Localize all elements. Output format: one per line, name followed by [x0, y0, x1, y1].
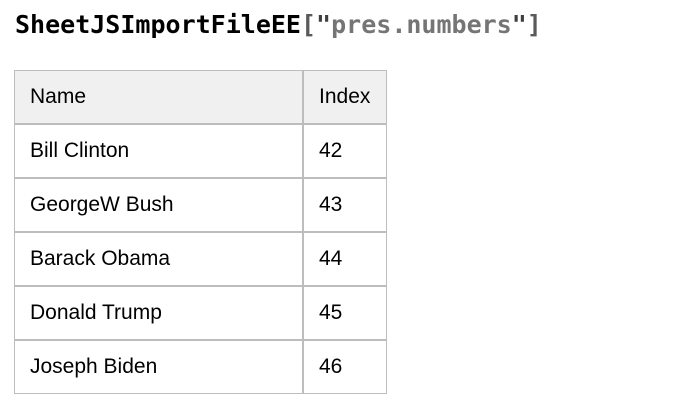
table-header: Name Index [14, 70, 387, 124]
name-cell: Barack Obama [14, 232, 303, 286]
file-name-string: pres.numbers [331, 10, 512, 39]
index-cell: 43 [303, 178, 387, 232]
table-row: Donald Trump 45 [14, 286, 387, 340]
close-bracket: ] [526, 10, 542, 39]
table-row: Barack Obama 44 [14, 232, 387, 286]
table-row: Bill Clinton 42 [14, 124, 387, 178]
open-bracket: [ [300, 10, 317, 39]
index-cell: 42 [303, 124, 387, 178]
function-name: SheetJSImportFileEE [15, 10, 301, 39]
index-cell: 44 [303, 232, 387, 286]
name-cell: Bill Clinton [14, 124, 303, 178]
name-cell: Joseph Biden [14, 340, 303, 394]
column-header-name: Name [14, 70, 303, 124]
name-cell: GeorgeW Bush [14, 178, 303, 232]
name-cell: Donald Trump [14, 286, 303, 340]
code-title: SheetJSImportFileEE["pres.numbers"] [15, 10, 684, 40]
index-cell: 46 [303, 340, 387, 394]
column-header-index: Index [303, 70, 387, 124]
header-row: Name Index [14, 70, 387, 124]
table-body: Bill Clinton 42 GeorgeW Bush 43 Barack O… [14, 124, 387, 394]
table-row: Joseph Biden 46 [14, 340, 387, 394]
index-cell: 45 [303, 286, 387, 340]
presidents-table: Name Index Bill Clinton 42 GeorgeW Bush … [14, 70, 387, 394]
table-row: GeorgeW Bush 43 [14, 178, 387, 232]
open-quote: " [316, 10, 332, 39]
close-quote: " [511, 10, 527, 39]
